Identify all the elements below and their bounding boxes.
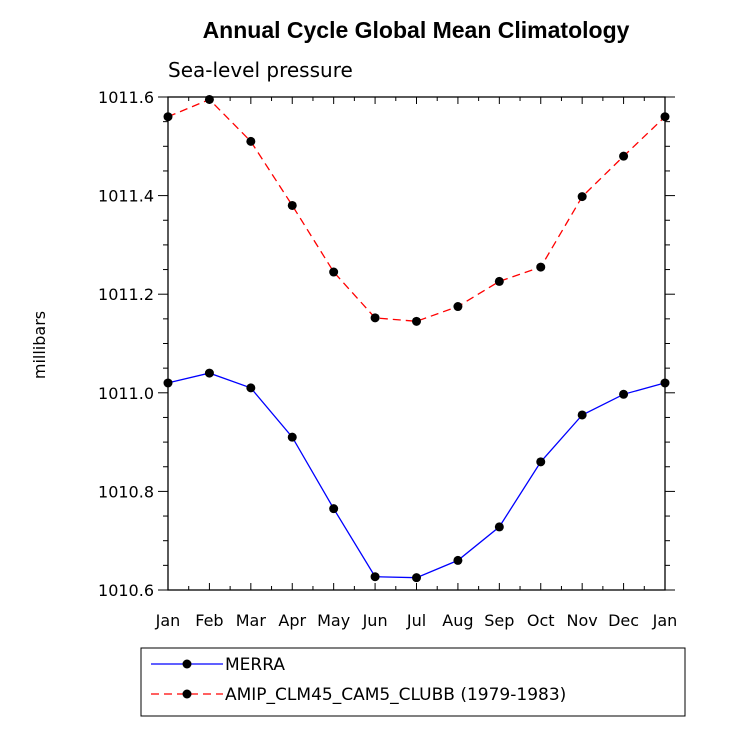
legend-marker-2 bbox=[182, 689, 192, 699]
x-tick-label: Aug bbox=[442, 611, 473, 630]
x-tick-label: Nov bbox=[567, 611, 598, 630]
x-tick-label: Oct bbox=[527, 611, 555, 630]
x-tick-label: Apr bbox=[278, 611, 306, 630]
y-tick-label: 1010.8 bbox=[98, 482, 154, 501]
series-1-point bbox=[370, 572, 380, 582]
x-tick-label: Jan bbox=[652, 611, 678, 630]
y-axis-label: millibars bbox=[30, 311, 49, 379]
series-2-point bbox=[412, 316, 421, 326]
series-1-point bbox=[660, 378, 670, 388]
series-2-point bbox=[287, 200, 297, 210]
series-2-point bbox=[453, 302, 463, 312]
legend-marker-1 bbox=[182, 659, 192, 669]
series-2-point bbox=[246, 136, 256, 146]
series-line-2 bbox=[167, 98, 666, 322]
series-1-point bbox=[287, 432, 297, 442]
legend: MERRA AMIP_CLM45_CAM5_CLUBB (1979-1983) bbox=[140, 647, 686, 717]
series-1-point bbox=[246, 383, 256, 393]
series-1-point bbox=[577, 410, 587, 420]
chart-title: Annual Cycle Global Mean Climatology bbox=[203, 17, 630, 43]
series-2-point bbox=[494, 276, 504, 286]
legend-label-2: AMIP_CLM45_CAM5_CLUBB (1979-1983) bbox=[225, 685, 566, 705]
x-tick-label: Sep bbox=[484, 611, 514, 630]
series-layer bbox=[163, 94, 670, 583]
series-1-point bbox=[536, 457, 546, 467]
y-tick-label: 1011.4 bbox=[98, 187, 154, 206]
legend-label-1: MERRA bbox=[225, 655, 285, 675]
x-tick-label: Feb bbox=[195, 611, 223, 630]
series-2-point bbox=[370, 313, 380, 323]
series-1-point bbox=[163, 378, 173, 388]
series-1-point bbox=[204, 368, 214, 378]
x-tick-label: May bbox=[317, 611, 350, 630]
series-1-point bbox=[412, 573, 421, 583]
series-2-point bbox=[204, 94, 214, 104]
series-2-point bbox=[619, 151, 629, 161]
series-1-point bbox=[453, 555, 463, 565]
y-tick-label: 1011.2 bbox=[98, 285, 154, 304]
series-2-point bbox=[577, 192, 587, 202]
x-tick-label: Mar bbox=[236, 611, 267, 630]
chart-subtitle: Sea-level pressure bbox=[168, 58, 353, 82]
y-tick-label: 1011.0 bbox=[98, 384, 154, 403]
series-1-point bbox=[494, 522, 504, 532]
x-tick-label: Dec bbox=[608, 611, 639, 630]
series-1-point bbox=[329, 504, 339, 514]
plot-frame bbox=[167, 96, 666, 591]
legend-box bbox=[140, 647, 686, 717]
x-tick-label: Jan bbox=[155, 611, 181, 630]
series-1-point bbox=[619, 389, 629, 399]
x-tick-label: Jun bbox=[362, 611, 388, 630]
series-2-point bbox=[536, 262, 546, 272]
y-tick-label: 1010.6 bbox=[98, 581, 154, 600]
y-tick-label: 1011.6 bbox=[98, 88, 154, 107]
series-line-1 bbox=[167, 372, 666, 579]
series-2-point bbox=[163, 112, 173, 122]
x-tick-label: Jul bbox=[406, 611, 426, 630]
series-2-point bbox=[329, 267, 339, 277]
series-2-point bbox=[660, 112, 670, 122]
axis-ticks: Jan Feb Mar Apr May Jun Jul Aug Sep Oct Nov Dec Jan1… bbox=[98, 88, 677, 630]
